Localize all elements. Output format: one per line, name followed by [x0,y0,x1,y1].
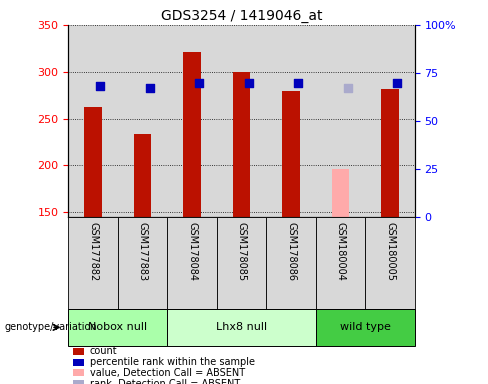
Bar [167,217,217,309]
Title: GDS3254 / 1419046_at: GDS3254 / 1419046_at [161,8,322,23]
Point [344,85,352,91]
Point [245,79,253,86]
Bar [118,217,167,309]
Bar [366,217,415,309]
Bar [283,91,300,217]
Text: value, Detection Call = ABSENT: value, Detection Call = ABSENT [90,368,245,378]
Bar [233,72,250,217]
Text: Lhx8 null: Lhx8 null [216,322,267,333]
Bar [217,217,266,309]
Text: GSM178085: GSM178085 [237,222,246,281]
Text: Nobox null: Nobox null [88,322,147,333]
Bar [316,25,366,217]
Bar [167,25,217,217]
Text: GSM180004: GSM180004 [336,222,346,280]
Bar [68,309,167,346]
Bar [84,108,102,217]
Bar [332,169,349,217]
Bar [316,309,415,346]
Text: GSM178086: GSM178086 [286,222,296,281]
Point [196,79,203,86]
Bar [217,25,266,217]
Bar [118,25,167,217]
Text: genotype/variation: genotype/variation [5,322,98,333]
Bar [183,52,201,217]
Point [295,79,303,86]
Point [146,85,154,91]
Bar [68,217,118,309]
Text: GSM178084: GSM178084 [187,222,197,281]
Text: percentile rank within the sample: percentile rank within the sample [90,357,255,367]
Bar [167,309,316,346]
Bar [366,25,415,217]
Bar [134,134,151,217]
Text: count: count [90,346,118,356]
Bar [316,217,366,309]
Text: GSM177883: GSM177883 [138,222,147,281]
Point [97,83,104,89]
Bar [266,25,316,217]
Text: rank, Detection Call = ABSENT: rank, Detection Call = ABSENT [90,379,240,384]
Bar [382,89,399,217]
Text: GSM180005: GSM180005 [385,222,395,281]
Text: GSM177882: GSM177882 [88,222,98,281]
Bar [68,25,118,217]
Text: wild type: wild type [340,322,391,333]
Point [394,79,402,86]
Bar [266,217,316,309]
